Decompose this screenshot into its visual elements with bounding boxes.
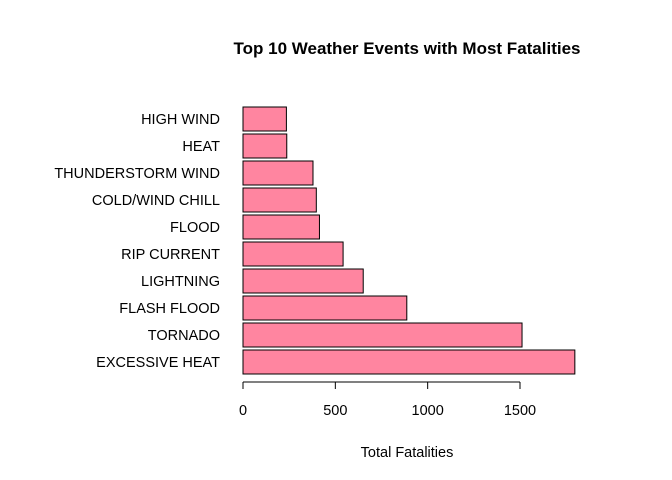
x-tick-label: 1000	[412, 403, 444, 419]
bar	[242, 106, 287, 132]
category-label: LIGHTNING	[141, 274, 220, 290]
category-label: EXCESSIVE HEAT	[96, 355, 220, 371]
category-label: COLD/WIND CHILL	[92, 193, 220, 209]
bar	[242, 160, 314, 186]
category-label: FLOOD	[170, 220, 220, 236]
x-tick-label: 0	[239, 403, 247, 419]
bars-group	[242, 106, 576, 375]
x-axis-title: Total Fatalities	[361, 445, 454, 461]
bar	[242, 349, 576, 375]
category-label: RIP CURRENT	[121, 247, 220, 263]
x-axis: 0 500 1000 1500	[239, 381, 536, 419]
category-label: FLASH FLOOD	[119, 301, 220, 317]
chart-title: Top 10 Weather Events with Most Fataliti…	[234, 39, 581, 58]
category-label: HIGH WIND	[141, 112, 220, 128]
category-labels-group: EXCESSIVE HEAT TORNADO FLASH FLOOD LIGHTNIN…	[54, 112, 220, 371]
bar	[242, 214, 320, 240]
category-label: HEAT	[182, 139, 220, 155]
bar	[242, 187, 317, 213]
x-tick-label: 1500	[504, 403, 536, 419]
category-label: TORNADO	[148, 328, 220, 344]
bar	[242, 295, 408, 321]
bar	[242, 241, 344, 267]
bar	[242, 133, 288, 159]
bar	[242, 268, 364, 294]
x-tick-label: 500	[323, 403, 347, 419]
category-label: THUNDERSTORM WIND	[54, 166, 220, 182]
bar	[242, 322, 523, 348]
